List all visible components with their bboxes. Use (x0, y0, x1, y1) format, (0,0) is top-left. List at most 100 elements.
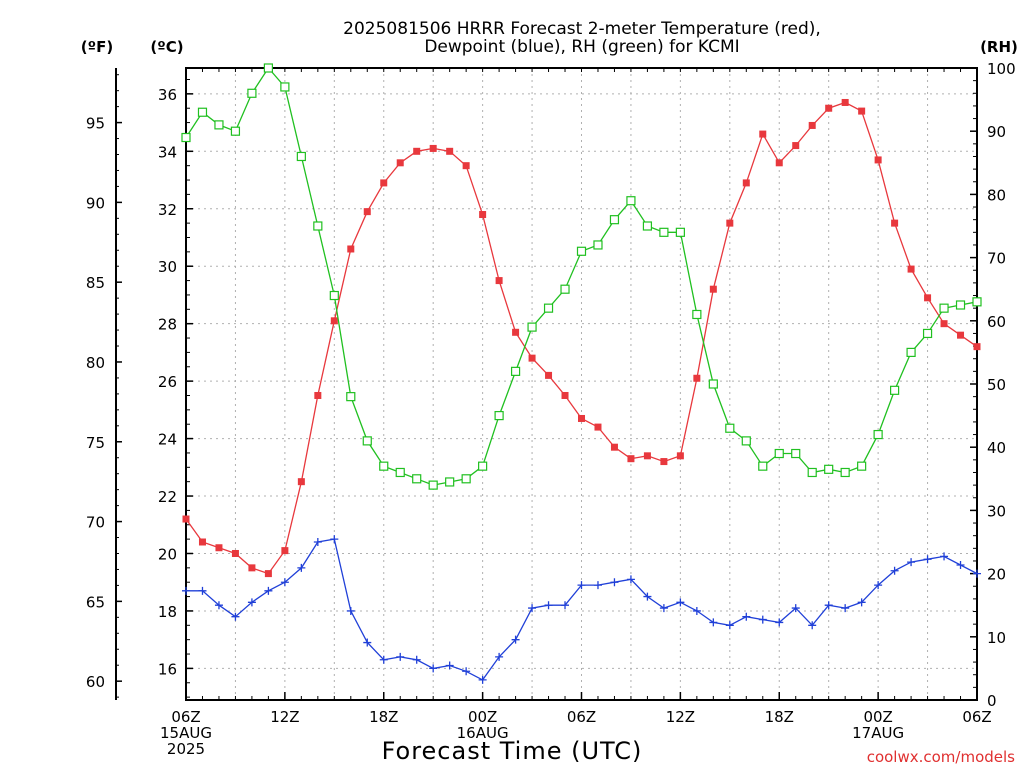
rh-tick-label: 10 (987, 629, 1006, 647)
temperature-point (429, 144, 437, 152)
temperature-point (808, 121, 816, 129)
fahrenheit-tick-label: 90 (86, 194, 105, 212)
x-tick-label: 18Z (369, 708, 398, 726)
fahrenheit-tick-label: 70 (86, 514, 105, 532)
celsius-tick-label: 34 (158, 143, 177, 161)
grid-lines (186, 68, 977, 700)
rh-point (906, 347, 916, 357)
rh-tick-label: 0 (987, 692, 997, 710)
x-tick-label: 00Z (863, 708, 892, 726)
dewpoint-point (643, 592, 652, 601)
temperature-point (973, 343, 981, 351)
x-tick-date-label: 2025 (167, 740, 205, 758)
dewpoint-point (528, 604, 537, 613)
rh-point (560, 284, 570, 294)
dewpoint-point (495, 652, 504, 661)
celsius-tick-label: 36 (158, 86, 177, 104)
temperature-point (314, 391, 322, 399)
rh-point (807, 467, 817, 478)
dewpoint-series (182, 535, 981, 684)
celsius-tick-label: 30 (158, 258, 177, 276)
dewpoint-point (725, 621, 734, 630)
dewpoint-point (758, 615, 767, 624)
dewpoint-point (692, 606, 701, 615)
temperature-point (347, 245, 355, 253)
dewpoint-point (626, 575, 635, 584)
rh-point (675, 227, 685, 237)
temperature-point (363, 208, 371, 216)
dewpoint-point (231, 612, 240, 621)
dewpoint-point (313, 538, 322, 546)
x-tick-label: 12Z (666, 708, 695, 726)
rh-point (379, 461, 389, 471)
dewpoint-point (511, 635, 520, 644)
rh-tick-label: 90 (987, 123, 1006, 141)
rh-point (609, 215, 620, 225)
celsius-tick-label: 22 (158, 488, 177, 506)
temperature-point (627, 455, 635, 463)
fahrenheit-tick-label: 75 (86, 434, 105, 452)
dewpoint-point (659, 604, 668, 613)
rh-point (214, 120, 224, 130)
celsius-tick-label: 28 (158, 316, 177, 334)
rh-point (230, 126, 241, 136)
dewpoint-point (824, 601, 833, 610)
temperature-point (594, 423, 602, 431)
temperature-point (545, 371, 553, 379)
fahrenheit-tick-label: 95 (86, 115, 105, 133)
temperature-point (759, 130, 767, 138)
celsius-tick-label: 16 (158, 660, 177, 678)
rh-point (263, 63, 273, 73)
dewpoint-point (198, 586, 207, 595)
fahrenheit-tick-label: 65 (86, 593, 105, 611)
temperature-point (462, 162, 470, 170)
x-tick-label: 00Z (468, 708, 497, 726)
rh-tick-label: 20 (987, 566, 1006, 584)
dewpoint-point (956, 560, 965, 569)
dewpoint-point (874, 581, 883, 590)
temperature-point (660, 458, 668, 466)
temperature-point (874, 156, 882, 164)
dewpoint-point (182, 586, 190, 595)
rh-tick-label: 30 (987, 502, 1006, 520)
dewpoint-point (330, 535, 339, 544)
rh-point (708, 379, 718, 389)
temperature-point (775, 159, 783, 167)
rh-point (280, 82, 290, 92)
temperature-point (380, 179, 388, 187)
temperature-point (528, 354, 536, 362)
rh-tick-label: 100 (987, 60, 1016, 78)
temperature-point (512, 328, 520, 336)
temperature-point (495, 277, 503, 285)
dewpoint-point (808, 621, 817, 630)
dewpoint-point (544, 601, 553, 610)
dewpoint-point (907, 558, 916, 567)
x-axis-title: Forecast Time (UTC) (382, 737, 643, 765)
dewpoint-point (462, 667, 471, 676)
data-series (181, 63, 982, 684)
rh-point (774, 448, 784, 459)
rh-point (510, 366, 521, 376)
dewpoint-point (742, 612, 751, 621)
dewpoint-point (841, 604, 850, 613)
celsius-tick-label: 26 (158, 373, 177, 391)
temperature-point (479, 211, 487, 219)
dewpoint-point (396, 652, 405, 661)
rh-point (181, 132, 191, 143)
x-tick-date-label: 17AUG (852, 724, 904, 742)
celsius-unit-label: (ºC) (150, 38, 183, 56)
dewpoint-point (973, 569, 981, 578)
dewpoint-point (791, 604, 800, 613)
dewpoint-point (280, 578, 289, 587)
rh-tick-label: 60 (987, 313, 1006, 331)
temperature-point (858, 107, 866, 115)
temperature-point (264, 570, 272, 578)
temperature-point (940, 320, 948, 328)
x-tick-label: 18Z (765, 708, 794, 726)
dewpoint-point (297, 563, 306, 572)
dewpoint-point (561, 601, 570, 610)
rh-point (626, 196, 636, 206)
temperature-point (198, 538, 206, 546)
dewpoint-point (857, 598, 866, 607)
dewpoint-point (940, 552, 949, 561)
